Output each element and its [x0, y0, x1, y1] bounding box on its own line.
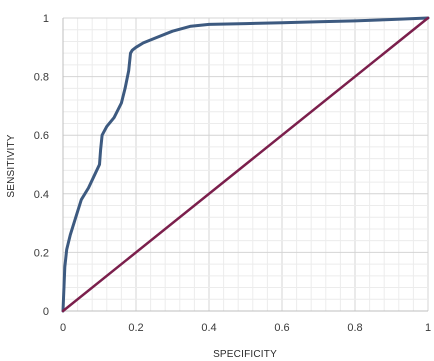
reference-diagonal-line: [61, 16, 430, 313]
grid-lines: [62, 17, 429, 312]
roc-curve-line: [61, 16, 430, 313]
x-tick-label: 1: [425, 322, 431, 334]
x-tick-label: 0.2: [128, 322, 143, 334]
x-tick-label: 0.4: [201, 322, 216, 334]
y-tick-label: 0.2: [34, 247, 49, 259]
tick-labels: 0 0.2 0.4 0.6 0.8 1 0 0.2 0.4 0.6 0.8 1: [34, 13, 431, 334]
y-tick-label: 0.8: [34, 72, 49, 84]
x-tick-label: 0.8: [347, 322, 362, 334]
y-tick-label: 0: [43, 306, 49, 318]
y-tick-label: 1: [43, 13, 49, 25]
y-tick-label: 0.4: [34, 189, 49, 201]
axes: [62, 18, 428, 312]
x-axis-label: SPECIFICITY: [213, 349, 277, 360]
y-axis-label: SENSITIVITY: [6, 134, 17, 197]
y-tick-label: 0.6: [34, 130, 49, 142]
x-tick-label: 0: [60, 322, 66, 334]
series-layer: [61, 16, 430, 313]
x-tick-label: 0.6: [274, 322, 289, 334]
